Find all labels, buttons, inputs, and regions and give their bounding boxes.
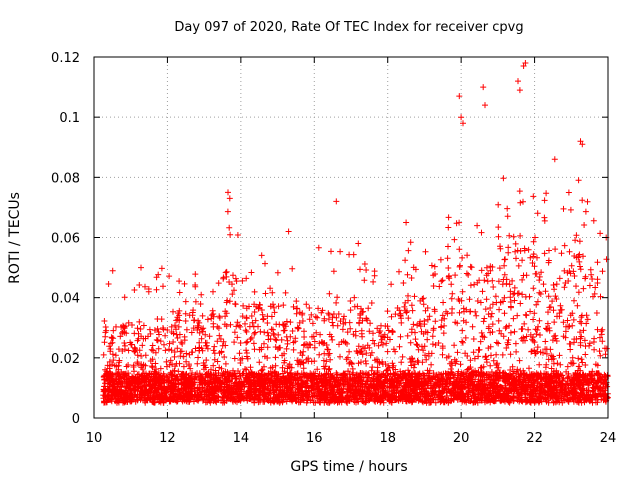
y-tick-label: 0 [72, 412, 80, 427]
y-axis-label: ROTI / TECUs [7, 192, 23, 284]
roti-series [100, 60, 611, 406]
chart-title: Day 097 of 2020, Rate Of TEC Index for r… [174, 20, 523, 35]
roti-point-markers [100, 60, 611, 406]
y-tick-label: 0.06 [51, 232, 80, 247]
y-tick-label: 0.12 [51, 51, 80, 66]
x-tick-label: 10 [86, 431, 103, 446]
x-tick-label: 18 [379, 431, 396, 446]
x-tick-label: 22 [526, 431, 543, 446]
x-tick-label: 14 [233, 431, 250, 446]
axis-ticks [93, 56, 609, 419]
y-tick-label: 0.02 [51, 352, 80, 367]
x-axis-label: GPS time / hours [290, 459, 407, 475]
y-tick-label: 0.08 [51, 171, 80, 186]
x-tick-label: 24 [600, 431, 617, 446]
y-tick-label: 0.1 [59, 111, 80, 126]
x-tick-label: 20 [453, 431, 470, 446]
x-tick-label: 12 [159, 431, 176, 446]
y-tick-label: 0.04 [51, 292, 80, 307]
x-tick-label: 16 [306, 431, 323, 446]
tick-labels: 10 12 14 16 18 20 22 24 0 0.02 0.04 0.06 0.08 0.1 0.12 [51, 51, 616, 446]
